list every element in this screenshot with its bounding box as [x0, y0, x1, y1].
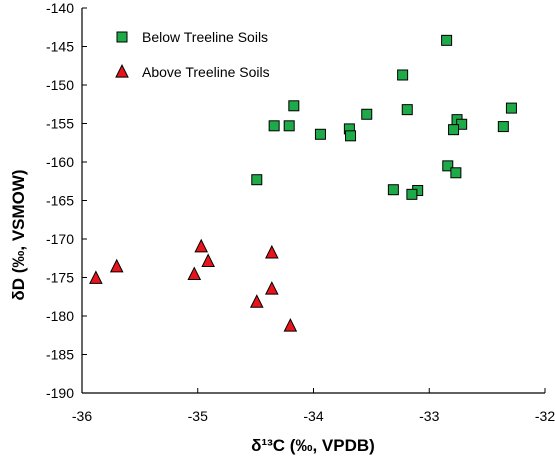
below-treeline-point: [345, 130, 357, 142]
below-treeline-point: [441, 34, 453, 46]
y-axis-title: δD (‰, VSMOW): [9, 169, 28, 300]
x-tick-label: -34: [303, 408, 323, 424]
x-tick-label: -33: [419, 408, 439, 424]
below-treeline-point: [448, 124, 460, 136]
below-treeline-point: [497, 121, 509, 133]
below-treeline-point: [361, 108, 373, 120]
tick-marks: [81, 7, 546, 394]
above-treeline-point: [194, 238, 209, 253]
below-treeline-point: [268, 120, 280, 132]
above-treeline-point: [283, 318, 298, 332]
y-tick-label: -155: [46, 116, 74, 132]
x-tick-label: -36: [72, 408, 92, 424]
y-tick-label: -140: [46, 0, 74, 16]
y-tick-label: -145: [46, 39, 74, 55]
x-tick-label: -35: [188, 408, 208, 424]
legend-marker-triangle: [115, 64, 129, 78]
legend: Below Treeline Soils Above Treeline Soils: [115, 29, 270, 80]
above-treeline-point: [89, 270, 103, 284]
below-treeline-point: [450, 167, 462, 179]
y-tick-label: -150: [46, 77, 74, 93]
data-points: [89, 34, 517, 332]
y-tick-label: -185: [46, 347, 74, 363]
y-tick-label: -165: [46, 193, 74, 209]
legend-marker-square: [116, 31, 128, 43]
tick-labels: -140 -145 -150 -155 -160 -165 -170 -175 -180 -185…: [46, 0, 555, 424]
y-tick-label: -180: [46, 308, 74, 324]
below-treeline-point: [251, 174, 263, 186]
above-treeline-point: [265, 244, 279, 259]
below-treeline-point: [442, 160, 454, 172]
x-tick-label: -32: [535, 408, 555, 424]
below-treeline-point: [505, 102, 517, 114]
legend-item: Above Treeline Soils: [115, 64, 270, 80]
legend-item: Below Treeline Soils: [116, 29, 268, 45]
above-treeline-point: [249, 294, 264, 308]
above-treeline-point: [187, 266, 202, 281]
below-treeline-point: [397, 69, 409, 81]
below-treeline-point: [401, 104, 413, 116]
y-tick-label: -175: [46, 270, 74, 286]
legend-label: Above Treeline Soils: [142, 64, 270, 80]
y-tick-label: -160: [46, 154, 74, 170]
y-tick-label: -170: [46, 231, 74, 247]
above-treeline-point: [265, 281, 279, 295]
below-treeline-point: [283, 120, 295, 132]
above-treeline-point: [201, 253, 215, 267]
below-treeline-point: [314, 128, 326, 140]
x-axis-title: δ¹³C (‰, VPDB): [251, 436, 375, 455]
below-treeline-point: [387, 184, 399, 196]
legend-label: Below Treeline Soils: [142, 29, 268, 45]
below-treeline-point: [288, 100, 300, 112]
above-treeline-point: [109, 258, 124, 273]
y-tick-label: -190: [46, 385, 74, 401]
below-treeline-point: [406, 188, 418, 200]
